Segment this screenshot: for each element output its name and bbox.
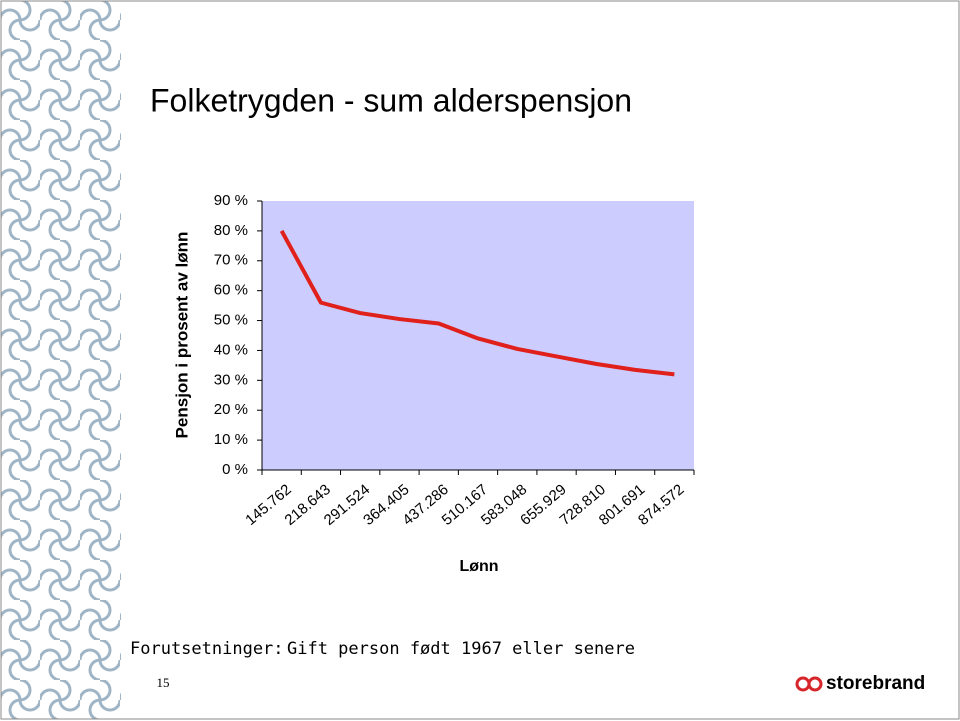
y-tick-label: 80 % xyxy=(214,222,248,239)
data-line xyxy=(279,229,675,377)
logo-text: storebrand xyxy=(826,673,925,694)
footer-text: Gift person født 1967 eller senere xyxy=(287,639,635,659)
y-tick-label: 30 % xyxy=(214,371,248,388)
y-tick-label: 40 % xyxy=(214,341,248,358)
page-number: 15 xyxy=(157,675,170,690)
y-tick-label: 90 % xyxy=(214,192,248,209)
x-axis-label: Lønn xyxy=(459,558,498,575)
chart-title: Folketrygden - sum alderspensjon xyxy=(150,82,632,118)
y-tick-label: 50 % xyxy=(214,312,248,329)
decorative-pattern xyxy=(1,1,121,719)
logo-icon xyxy=(795,676,823,692)
y-tick-label: 60 % xyxy=(214,282,248,299)
y-tick-label: 10 % xyxy=(214,431,248,448)
plot-area xyxy=(262,201,694,470)
footer-label: Forutsetninger: xyxy=(130,639,284,659)
y-tick-label: 0 % xyxy=(222,461,248,478)
y-axis-label: Pensjon i prosent av lønn xyxy=(172,232,191,439)
y-tick-label: 20 % xyxy=(214,401,248,418)
y-tick-label: 70 % xyxy=(214,252,248,269)
